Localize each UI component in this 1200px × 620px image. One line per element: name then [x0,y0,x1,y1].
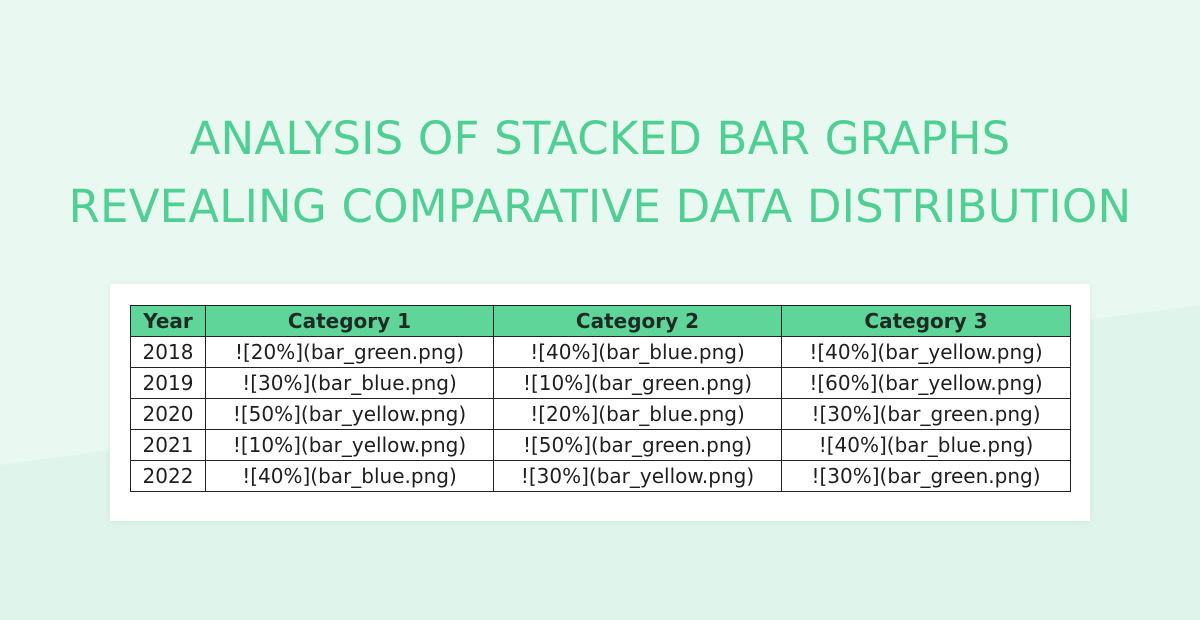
category-1-cell: ![10%](bar_yellow.png) [205,429,494,461]
data-table: Year Category 1 Category 2 Category 3 20… [130,305,1071,492]
category-1-cell: ![50%](bar_yellow.png) [205,398,494,430]
category-3-cell: ![40%](bar_yellow.png) [781,336,1071,368]
table-header-row: Year Category 1 Category 2 Category 3 [130,305,1071,337]
category-3-cell: ![40%](bar_blue.png) [781,429,1071,461]
category-2-cell: ![30%](bar_yellow.png) [493,460,782,492]
category-2-cell: ![10%](bar_green.png) [493,367,782,399]
header-year: Year [130,305,206,337]
year-cell: 2018 [130,336,206,368]
category-2-cell: ![50%](bar_green.png) [493,429,782,461]
table-row: 2018 ![20%](bar_green.png) ![40%](bar_bl… [130,336,1071,368]
table-card: Year Category 1 Category 2 Category 3 20… [110,284,1090,521]
page-title-line-1: ANALYSIS OF STACKED BAR GRAPHS [189,112,1011,165]
year-cell: 2022 [130,460,206,492]
category-3-cell: ![30%](bar_green.png) [781,398,1071,430]
category-3-cell: ![60%](bar_yellow.png) [781,367,1071,399]
table-row: 2019 ![30%](bar_blue.png) ![10%](bar_gre… [130,367,1071,399]
header-category-2: Category 2 [493,305,782,337]
year-cell: 2021 [130,429,206,461]
year-cell: 2019 [130,367,206,399]
table-row: 2022 ![40%](bar_blue.png) ![30%](bar_yel… [130,460,1071,492]
header-category-1: Category 1 [205,305,494,337]
year-cell: 2020 [130,398,206,430]
category-3-cell: ![30%](bar_green.png) [781,460,1071,492]
category-1-cell: ![20%](bar_green.png) [205,336,494,368]
header-category-3: Category 3 [781,305,1071,337]
category-2-cell: ![20%](bar_blue.png) [493,398,782,430]
table-row: 2021 ![10%](bar_yellow.png) ![50%](bar_g… [130,429,1071,461]
category-2-cell: ![40%](bar_blue.png) [493,336,782,368]
table-row: 2020 ![50%](bar_yellow.png) ![20%](bar_b… [130,398,1071,430]
category-1-cell: ![40%](bar_blue.png) [205,460,494,492]
page-title-line-2: REVEALING COMPARATIVE DATA DISTRIBUTION [68,180,1132,233]
category-1-cell: ![30%](bar_blue.png) [205,367,494,399]
